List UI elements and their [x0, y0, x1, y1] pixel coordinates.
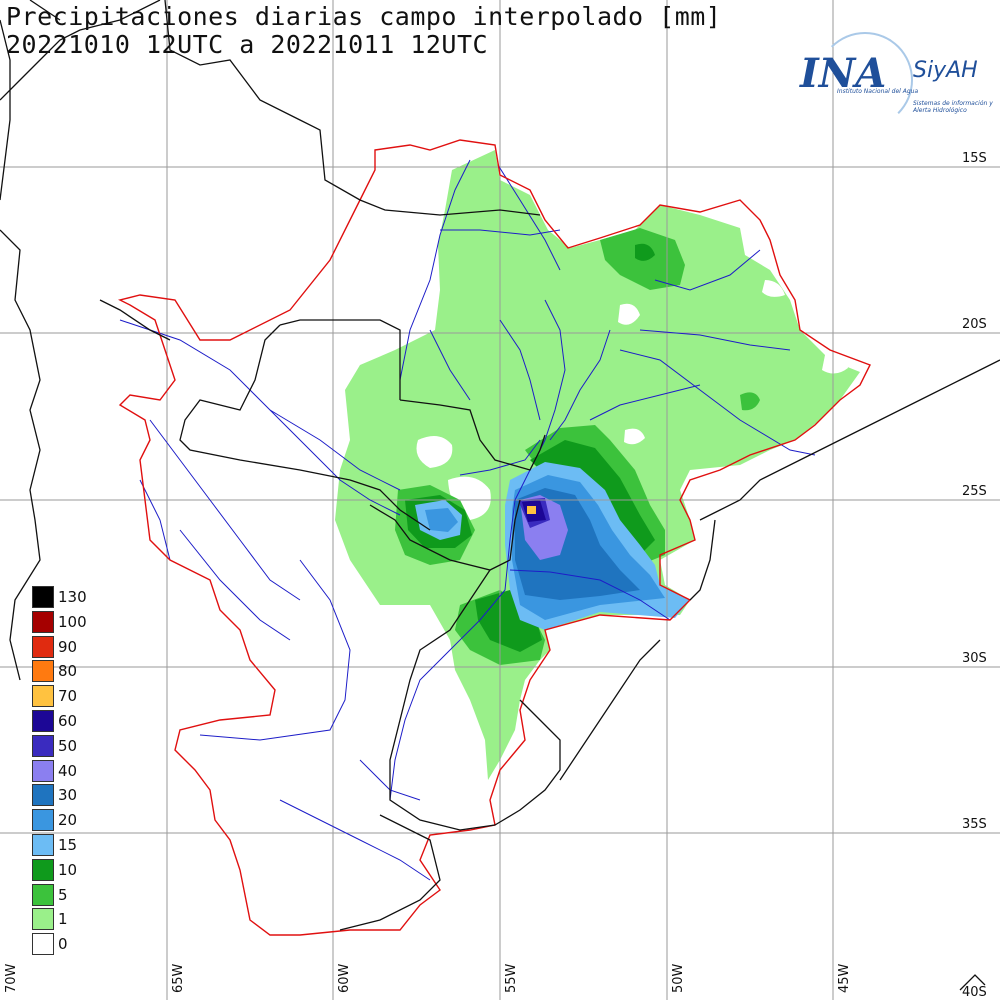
legend-swatch [32, 809, 54, 832]
legend-swatch [32, 709, 54, 732]
legend-swatch [32, 833, 54, 856]
legend-swatch [32, 908, 54, 931]
logo-ina-text: INA [800, 50, 887, 97]
lat-label: 25S [962, 484, 987, 499]
lon-labels: 70W 65W 60W 55W 50W 45W [4, 963, 852, 993]
legend-label: 70 [58, 687, 78, 706]
legend-label: 90 [58, 637, 78, 656]
logo-subtitle-2: Sistemas de información y Alerta Hidroló… [913, 100, 993, 114]
legend-swatch [32, 759, 54, 782]
lon-label: 70W [4, 963, 19, 993]
legend-label: 80 [58, 662, 78, 681]
legend-label: 100 [58, 612, 87, 631]
legend-swatch [32, 858, 54, 881]
legend-swatch [32, 784, 54, 807]
legend-label: 50 [58, 736, 78, 755]
legend-label: 60 [58, 711, 78, 730]
lon-label: 45W [837, 963, 852, 993]
legend-swatch [32, 734, 54, 757]
legend-swatch [32, 685, 54, 708]
map-title: Precipitaciones diarias campo interpolad… [6, 2, 722, 31]
basin-outline [117, 139, 871, 936]
map-subtitle: 20221010 12UTC a 20221011 12UTC [6, 30, 489, 59]
legend-label: 10 [58, 860, 78, 879]
legend-swatch [32, 883, 54, 906]
legend-label: 20 [58, 811, 78, 830]
lat-label: 35S [962, 817, 987, 832]
legend-label: 30 [58, 786, 78, 805]
lat-labels: 15S 20S 25S 30S 35S 40S [962, 151, 987, 1000]
legend-label: 15 [58, 835, 78, 854]
legend-swatch [32, 933, 54, 956]
legend-swatch [32, 660, 54, 683]
lon-label: 55W [504, 963, 519, 993]
legend-label: 130 [58, 588, 87, 606]
logo-siyah-text: SiyAH [913, 58, 978, 83]
legend-swatch [32, 610, 54, 633]
lon-label: 65W [171, 963, 186, 993]
lat-label: 15S [962, 151, 987, 166]
logo-arc-icon [817, 32, 913, 128]
legend-label: 5 [58, 885, 68, 904]
legend-swatch [32, 635, 54, 658]
lat-label: 30S [962, 651, 987, 666]
precipitation-field [335, 150, 860, 780]
lat-label: 20S [962, 317, 987, 332]
rivers [119, 159, 816, 881]
legend-label: 1 [58, 910, 68, 929]
lon-label: 50W [671, 963, 686, 993]
ina-siyah-logo: INA SiyAH Instituto Nacional del Agua Si… [795, 32, 995, 128]
lon-label: 60W [337, 963, 352, 993]
logo-subtitle: Instituto Nacional del Agua [837, 88, 919, 95]
legend-label: 0 [58, 935, 68, 954]
lat-label: 40S [962, 985, 987, 1000]
legend-label: 40 [58, 761, 78, 780]
legend-swatch [32, 586, 54, 608]
